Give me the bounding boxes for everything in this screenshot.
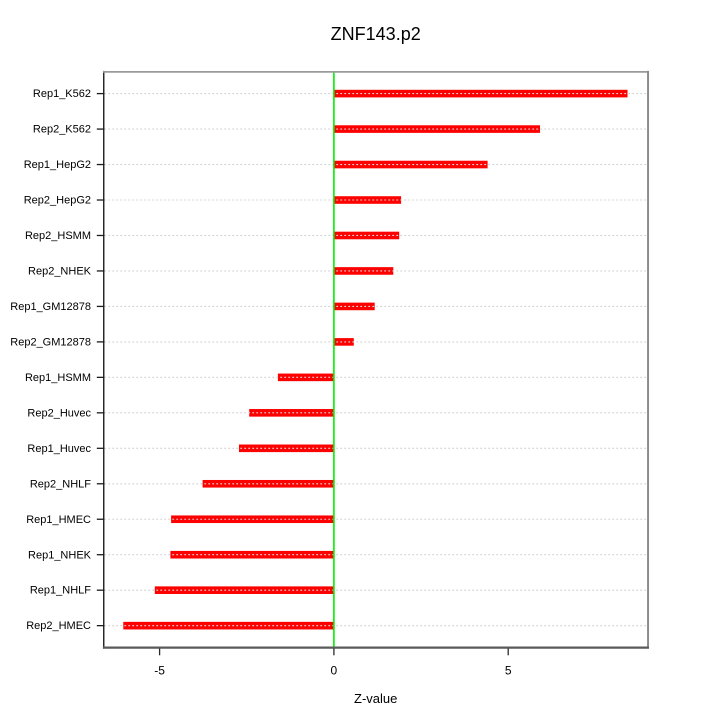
svg-text:Rep1_HSMM: Rep1_HSMM [25,372,91,384]
svg-text:5: 5 [505,664,512,678]
svg-text:0: 0 [331,664,338,678]
svg-text:Rep1_Huvec: Rep1_Huvec [27,443,91,455]
svg-text:Rep1_HepG2: Rep1_HepG2 [24,159,91,171]
svg-text:Rep2_Huvec: Rep2_Huvec [27,407,91,419]
svg-text:Rep2_HepG2: Rep2_HepG2 [24,195,91,207]
svg-text:Rep1_HMEC: Rep1_HMEC [26,514,91,526]
svg-text:Rep2_NHEK: Rep2_NHEK [28,266,92,278]
svg-text:Rep2_HSMM: Rep2_HSMM [25,230,91,242]
svg-text:Rep1_NHLF: Rep1_NHLF [30,585,91,597]
svg-text:Z-value: Z-value [354,691,397,706]
svg-text:Rep1_GM12878: Rep1_GM12878 [10,301,91,313]
svg-text:Rep2_GM12878: Rep2_GM12878 [10,336,91,348]
svg-text:ZNF143.p2: ZNF143.p2 [331,24,421,44]
svg-text:Rep2_K562: Rep2_K562 [33,124,91,136]
svg-text:Rep1_K562: Rep1_K562 [33,88,91,100]
svg-text:Rep1_NHEK: Rep1_NHEK [28,549,92,561]
svg-text:Rep2_NHLF: Rep2_NHLF [30,478,91,490]
svg-text:-5: -5 [154,664,165,678]
svg-text:Rep2_HMEC: Rep2_HMEC [26,620,91,632]
